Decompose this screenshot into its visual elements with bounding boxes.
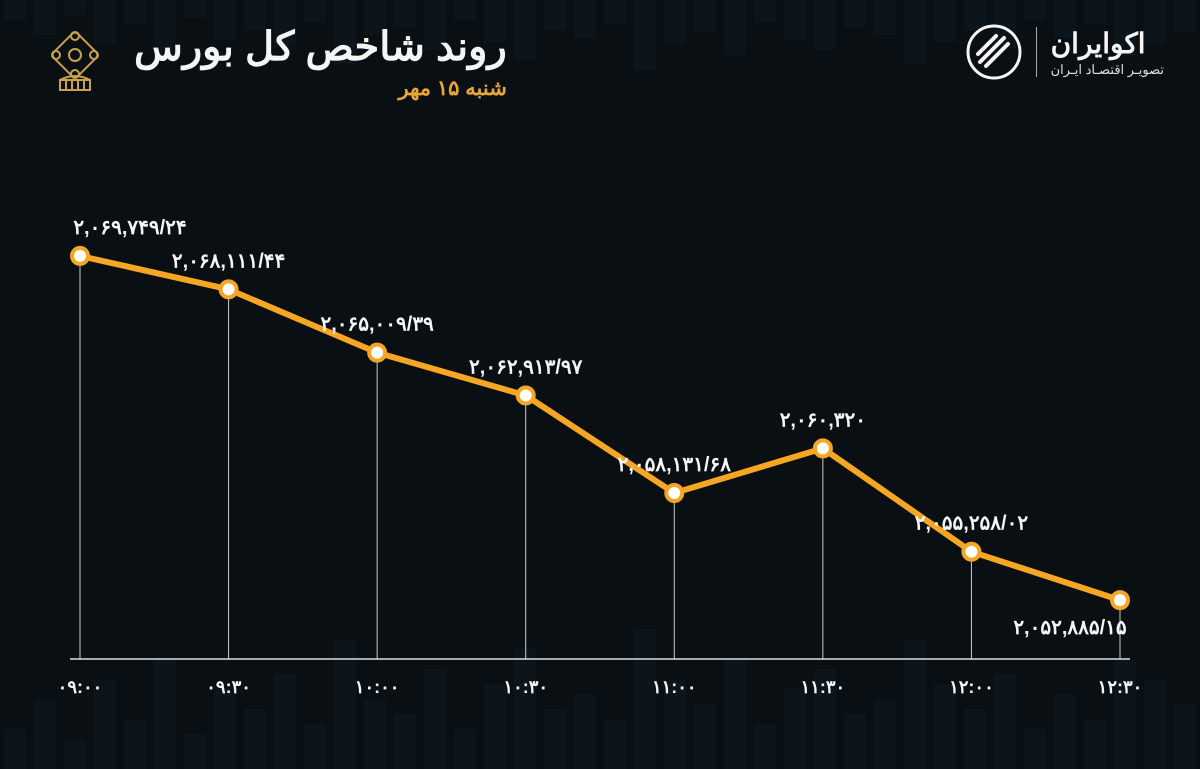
svg-text:۲,۰۶۰,۳۲۰: ۲,۰۶۰,۳۲۰ (780, 409, 866, 431)
svg-text:۱۱:۰۰: ۱۱:۰۰ (652, 677, 697, 697)
svg-text:۱۰:۳۰: ۱۰:۳۰ (503, 677, 548, 697)
brand-name: اکوایران (1051, 27, 1164, 60)
svg-text:۰۹:۰۰: ۰۹:۰۰ (60, 677, 102, 697)
svg-text:۰۹:۳۰: ۰۹:۳۰ (206, 677, 251, 697)
svg-text:۲,۰۶۹,۷۴۹/۲۴: ۲,۰۶۹,۷۴۹/۲۴ (73, 217, 186, 239)
svg-text:۲,۰۶۵,۰۰۹/۳۹: ۲,۰۶۵,۰۰۹/۳۹ (320, 314, 434, 336)
page-subtitle: شنبه ۱۵ مهر (134, 76, 507, 101)
svg-text:۲,۰۵۸,۱۳۱/۶۸: ۲,۰۵۸,۱۳۱/۶۸ (618, 454, 732, 476)
header: اکوایران تصویـر اقتصـاد ایـران روند شاخص… (36, 24, 1164, 102)
svg-text:۱۲:۳۰: ۱۲:۳۰ (1098, 677, 1140, 697)
brand-tagline: تصویـر اقتصـاد ایـران (1051, 62, 1164, 78)
svg-text:۱۱:۳۰: ۱۱:۳۰ (801, 677, 846, 697)
svg-text:۲,۰۵۵,۲۵۸/۰۲: ۲,۰۵۵,۲۵۸/۰۲ (915, 513, 1029, 535)
title-block-wrap: روند شاخص کل بورس شنبه ۱۵ مهر (36, 24, 507, 102)
svg-text:۲,۰۶۲,۹۱۳/۹۷: ۲,۰۶۲,۹۱۳/۹۷ (469, 356, 583, 378)
page-title: روند شاخص کل بورس (134, 24, 507, 70)
brand-divider (1036, 27, 1037, 77)
svg-text:۱۰:۰۰: ۱۰:۰۰ (355, 677, 400, 697)
svg-text:۱۲:۰۰: ۱۲:۰۰ (949, 677, 994, 697)
svg-text:۲,۰۶۸,۱۱۱/۴۴: ۲,۰۶۸,۱۱۱/۴۴ (172, 250, 285, 272)
brand-block: اکوایران تصویـر اقتصـاد ایـران (966, 24, 1164, 80)
exchange-emblem-icon (36, 24, 114, 102)
svg-text:۲,۰۵۲,۸۸۵/۱۵: ۲,۰۵۲,۸۸۵/۱۵ (1013, 617, 1127, 639)
line-chart: ۲,۰۶۹,۷۴۹/۲۴ ۲,۰۶۸,۱۱۱/۴۴ ۲,۰۶۵,۰۰۹/۳۹ ۲,۰۶… (60, 160, 1140, 729)
eco-logo-icon (966, 24, 1022, 80)
